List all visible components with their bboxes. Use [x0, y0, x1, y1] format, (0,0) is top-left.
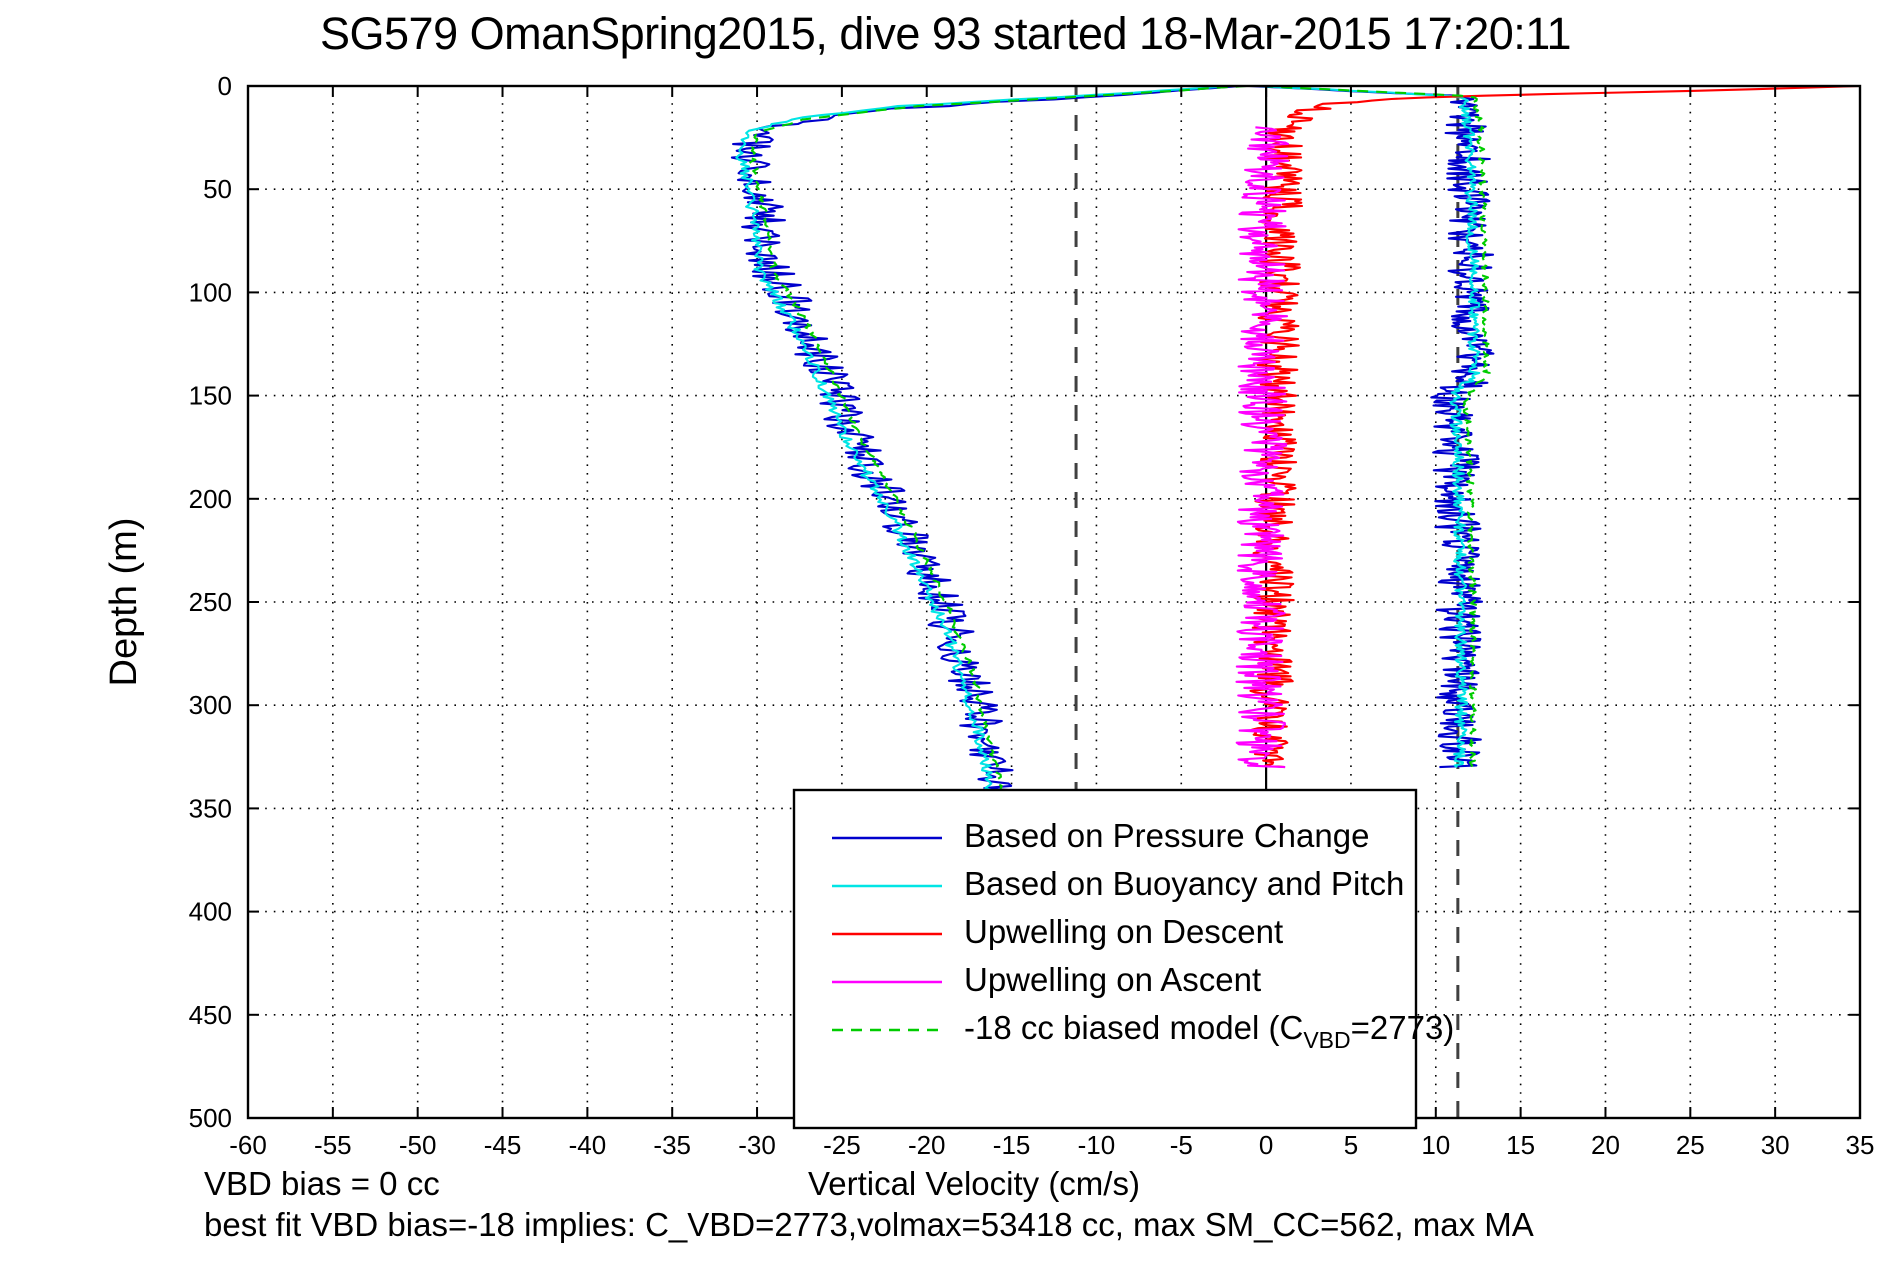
x-tick-label: 30 [1761, 1130, 1790, 1160]
y-tick-label: 400 [189, 897, 232, 927]
x-tick-label: 5 [1344, 1130, 1358, 1160]
x-tick-label: 25 [1676, 1130, 1705, 1160]
y-tick-label: 450 [189, 1000, 232, 1030]
x-tick-label: -60 [229, 1130, 267, 1160]
x-tick-label: -25 [823, 1130, 861, 1160]
best-fit-label: best fit VBD bias=-18 implies: C_VBD=277… [204, 1206, 1534, 1243]
y-tick-label: 150 [189, 381, 232, 411]
x-tick-label: 0 [1259, 1130, 1273, 1160]
x-tick-label: -10 [1078, 1130, 1116, 1160]
y-tick-label: 500 [189, 1103, 232, 1133]
legend-item-label[interactable]: Upwelling on Descent [964, 913, 1283, 950]
legend-box [792, 788, 1418, 1130]
legend-item-label[interactable]: Based on Pressure Change [964, 817, 1369, 854]
y-tick-label: 100 [189, 277, 232, 307]
x-tick-label: 35 [1846, 1130, 1875, 1160]
x-tick-label: -15 [993, 1130, 1031, 1160]
series-path [1259, 84, 1481, 768]
series-path [1249, 84, 1861, 769]
legend-item-label[interactable]: Upwelling on Ascent [964, 961, 1261, 998]
y-tick-label: 250 [189, 587, 232, 617]
page-title: SG579 OmanSpring2015, dive 93 started 18… [320, 8, 1571, 59]
x-tick-label: 10 [1421, 1130, 1450, 1160]
legend-item-label[interactable]: -18 cc biased model (CVBD=2773) [964, 1009, 1454, 1053]
x-tick-label: -45 [484, 1130, 522, 1160]
y-tick-label: 0 [218, 71, 232, 101]
legend-item-label[interactable]: Based on Buoyancy and Pitch [964, 865, 1404, 902]
x-tick-label: -40 [569, 1130, 607, 1160]
x-tick-label: -20 [908, 1130, 946, 1160]
x-tick-label: -35 [653, 1130, 691, 1160]
x-tick-label: -30 [738, 1130, 776, 1160]
x-tick-label: -50 [399, 1130, 437, 1160]
series-path [1235, 126, 1290, 769]
y-tick-label: 200 [189, 484, 232, 514]
y-axis-title: Depth (m) [103, 518, 145, 687]
y-tick-label: 350 [189, 793, 232, 823]
x-tick-label: 15 [1506, 1130, 1535, 1160]
chart-legend[interactable]: Based on Pressure Change Based on Buoyanc… [792, 788, 1454, 1130]
x-tick-label: -5 [1170, 1130, 1193, 1160]
tick-labels-layer: -60 -55 -50 -45 -40 -35 -30 -25 -20 -15 -10 -5 0 5 10 1… [103, 71, 1874, 1243]
y-tick-label: 300 [189, 690, 232, 720]
series-layer [730, 84, 1861, 1027]
y-tick-label: 50 [203, 174, 232, 204]
x-axis-title: Vertical Velocity (cm/s) [808, 1165, 1140, 1202]
x-tick-label: 20 [1591, 1130, 1620, 1160]
vbd-bias-label: VBD bias = 0 cc [204, 1165, 440, 1202]
x-tick-label: -55 [314, 1130, 352, 1160]
